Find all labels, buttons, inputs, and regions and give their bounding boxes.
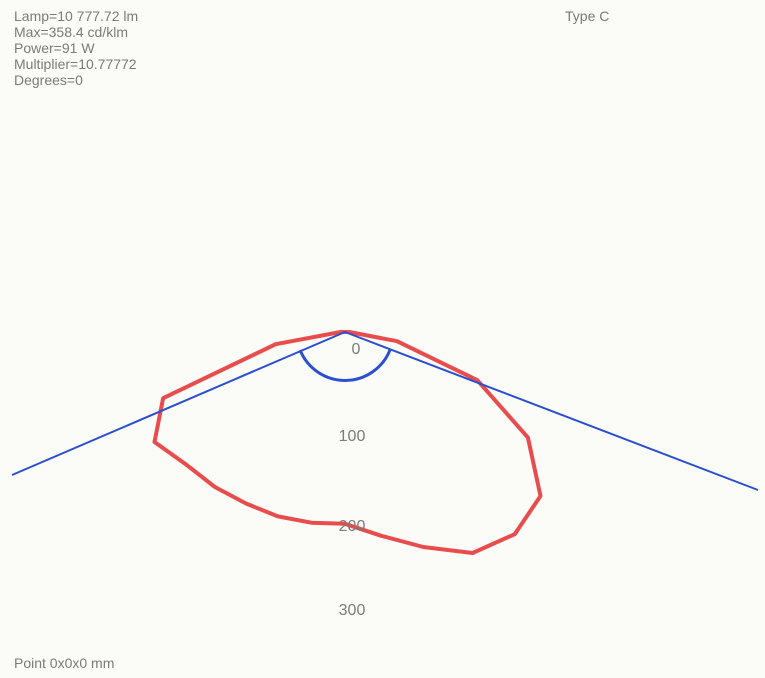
lamp-parameters-block: Lamp=10 777.72 lmMax=358.4 cd/klmPower=9… <box>14 8 138 88</box>
param-line-2: Power=91 W <box>14 40 138 56</box>
photometry-type-label: Type C <box>565 8 609 24</box>
photometric-plot <box>0 0 765 678</box>
radial-tick-0: 0 <box>352 341 361 359</box>
beam-angle-line-left <box>12 332 345 475</box>
radial-tick-100: 100 <box>339 428 366 446</box>
param-line-3: Multiplier=10.77772 <box>14 56 138 72</box>
param-line-0: Lamp=10 777.72 lm <box>14 8 138 24</box>
beam-angle-line-right <box>345 332 758 490</box>
beam-angle-arc <box>300 349 390 381</box>
param-line-1: Max=358.4 cd/klm <box>14 24 138 40</box>
point-dimensions-label: Point 0x0x0 mm <box>14 655 114 671</box>
radial-tick-200: 200 <box>339 518 366 536</box>
radial-tick-300: 300 <box>339 602 366 620</box>
param-line-4: Degrees=0 <box>14 72 138 88</box>
